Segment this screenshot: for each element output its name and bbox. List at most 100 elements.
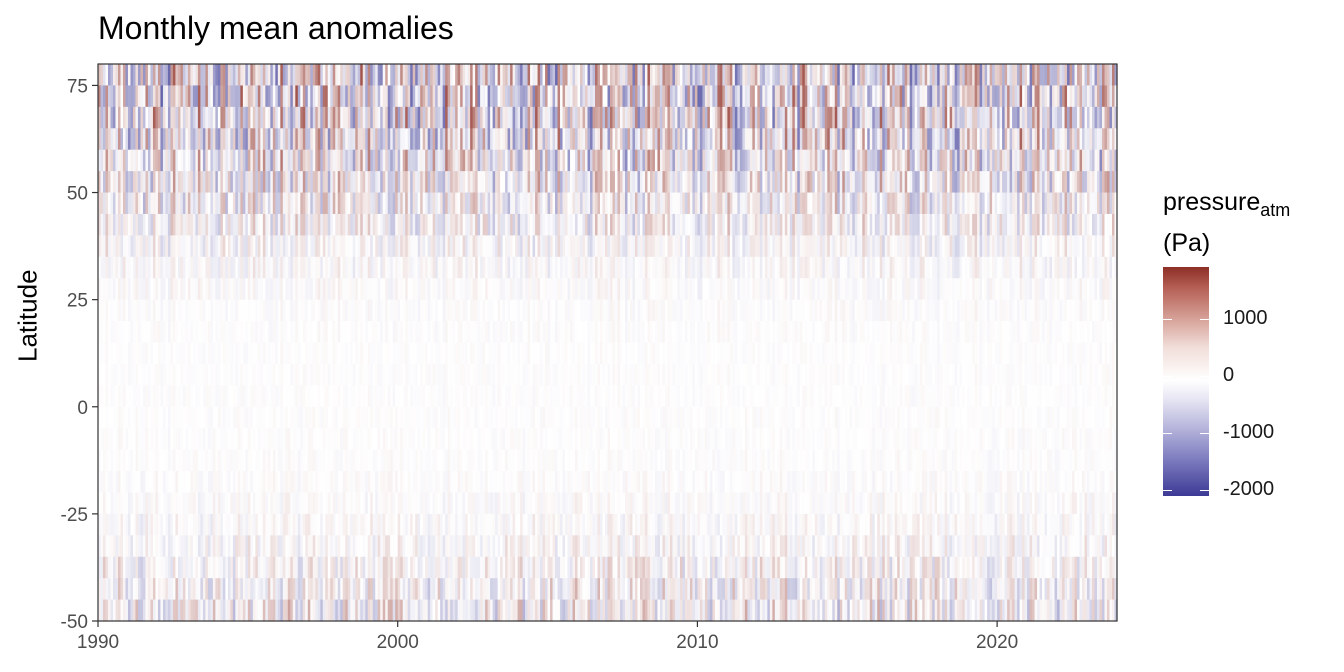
heatmap-cell [545, 106, 549, 129]
heatmap-cell [377, 192, 381, 215]
heatmap-cell [255, 363, 259, 386]
heatmap-cell [417, 578, 421, 601]
heatmap-cell [107, 149, 112, 172]
heatmap-cell [132, 213, 137, 236]
heatmap-cell [477, 406, 481, 429]
heatmap-cell [537, 535, 541, 558]
heatmap-cell [490, 599, 494, 622]
heatmap-cell [202, 213, 206, 236]
heatmap-cell [555, 449, 559, 472]
heatmap-cell [457, 321, 461, 344]
heatmap-cell [207, 578, 211, 601]
heatmap-cell [535, 599, 539, 622]
heatmap-cell [370, 64, 374, 87]
heatmap-cell [550, 406, 554, 429]
heatmap-cell [425, 449, 429, 472]
heatmap-cell [342, 235, 346, 258]
heatmap-cell [100, 492, 104, 515]
heatmap-cell [317, 363, 321, 386]
heatmap-cell [547, 513, 551, 536]
heatmap-cell [210, 385, 214, 408]
heatmap-cell [145, 213, 149, 236]
heatmap-cell [412, 171, 416, 194]
heatmap-cell [110, 535, 114, 558]
heatmap-cell [240, 299, 244, 322]
heatmap-cell [245, 449, 249, 472]
heatmap-cell [422, 535, 426, 558]
heatmap-cell [187, 149, 192, 172]
heatmap-cell [277, 192, 281, 215]
heatmap-cell [447, 513, 451, 536]
heatmap-cell [537, 192, 541, 215]
heatmap-cell [552, 513, 556, 536]
heatmap-cell [197, 513, 201, 536]
heatmap-cell [325, 492, 329, 515]
heatmap-cell [145, 278, 149, 301]
heatmap-cell [507, 363, 511, 386]
heatmap-cell [440, 556, 444, 579]
heatmap-cell [132, 513, 137, 536]
heatmap-cell [287, 278, 291, 301]
heatmap-cell [285, 213, 289, 236]
heatmap-cell [500, 85, 504, 108]
heatmap-cell [552, 321, 556, 344]
heatmap-cell [307, 256, 311, 279]
heatmap-cell [125, 492, 129, 515]
heatmap-cell [375, 449, 379, 472]
heatmap-cell [240, 385, 244, 408]
heatmap-cell [365, 363, 369, 386]
heatmap-cell [175, 471, 179, 494]
heatmap-cell [425, 235, 429, 258]
heatmap-cell [412, 406, 416, 429]
heatmap-cell [570, 363, 574, 386]
heatmap-cell [112, 106, 117, 129]
heatmap-cell [257, 406, 261, 429]
heatmap-cell [445, 535, 449, 558]
heatmap-cell [510, 492, 514, 515]
heatmap-cell [470, 449, 474, 472]
heatmap-cell [347, 171, 351, 194]
heatmap-cell [230, 385, 234, 408]
heatmap-cell [98, 192, 102, 215]
heatmap-cell [302, 299, 306, 322]
heatmap-cell [415, 492, 419, 515]
heatmap-cell [520, 192, 524, 215]
heatmap-cell [535, 278, 539, 301]
heatmap-cell [327, 492, 331, 515]
heatmap-cell [510, 256, 514, 279]
heatmap-cell [562, 85, 566, 108]
heatmap-cell [470, 535, 474, 558]
heatmap-cell [255, 385, 259, 408]
heatmap-cell [237, 213, 241, 236]
heatmap-cell [350, 256, 354, 279]
heatmap-cell [220, 149, 224, 172]
heatmap-cell [290, 513, 294, 536]
heatmap-cell [367, 492, 371, 515]
heatmap-cell [372, 278, 376, 301]
heatmap-cell [550, 535, 554, 558]
heatmap-cell [297, 363, 301, 386]
heatmap-cell [302, 256, 306, 279]
heatmap-cell [250, 363, 254, 386]
heatmap-cell [475, 235, 479, 258]
heatmap-cell [250, 85, 254, 108]
heatmap-cell [152, 149, 157, 172]
heatmap-cell [402, 299, 406, 322]
heatmap-cell [517, 535, 521, 558]
heatmap-cell [310, 535, 314, 558]
heatmap-cell [497, 513, 501, 536]
heatmap-cell [132, 171, 137, 194]
heatmap-cell [147, 535, 152, 558]
heatmap-cell [115, 85, 119, 108]
heatmap-cell [575, 556, 579, 579]
heatmap-cell [470, 321, 474, 344]
heatmap-cell [122, 106, 127, 129]
heatmap-cell [377, 235, 381, 258]
heatmap-cell [525, 556, 529, 579]
heatmap-cell [547, 363, 551, 386]
heatmap-cell [437, 85, 441, 108]
heatmap-cell [257, 471, 261, 494]
heatmap-cell [352, 492, 356, 515]
heatmap-cell [140, 299, 144, 322]
heatmap-cell [215, 406, 219, 429]
